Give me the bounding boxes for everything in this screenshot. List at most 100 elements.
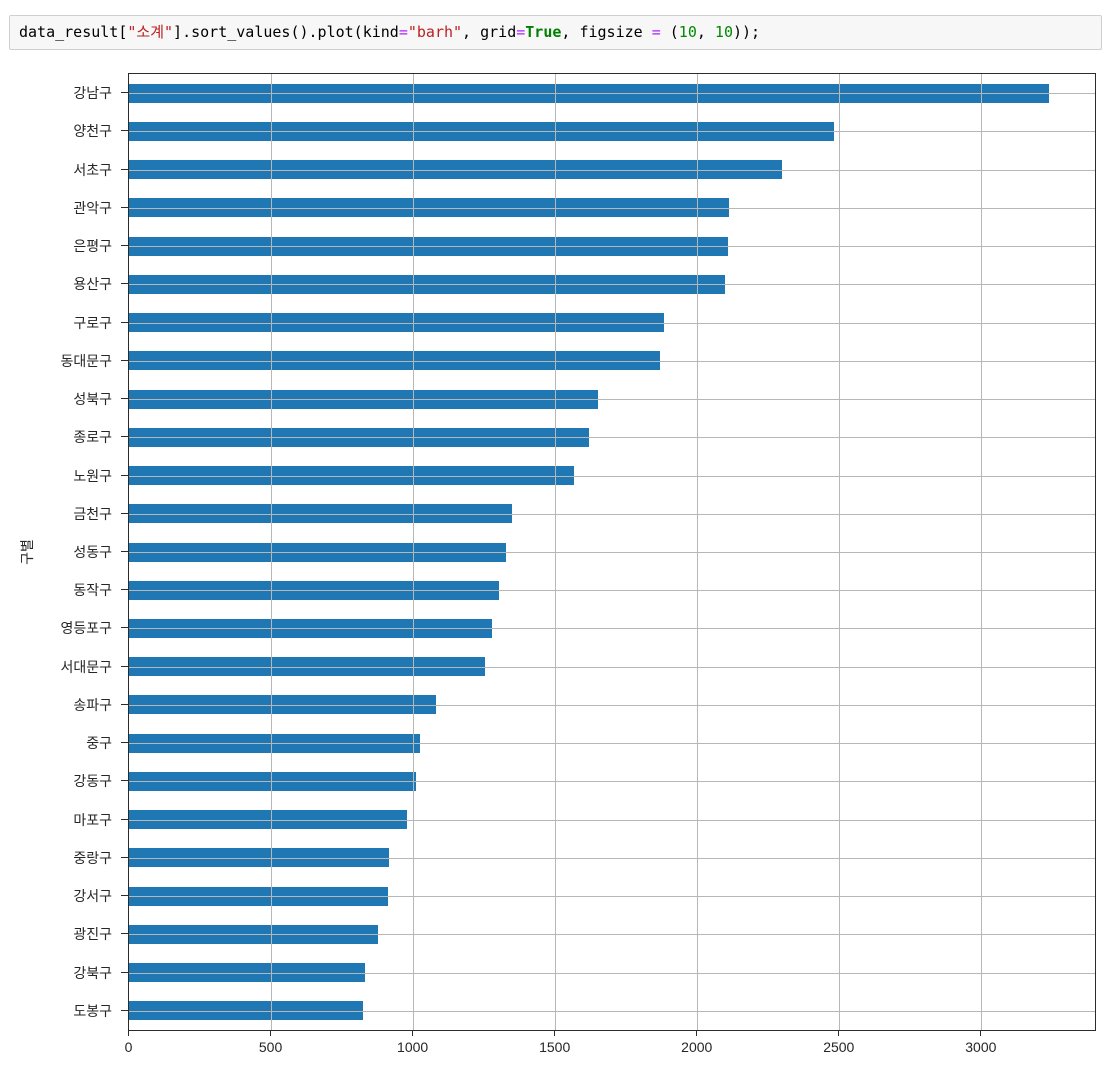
h-gridline	[129, 1010, 1095, 1012]
y-tick-mark	[121, 933, 128, 935]
y-tick-label: 광진구	[73, 926, 112, 943]
code-token: 10	[678, 23, 697, 41]
h-gridline	[129, 93, 1095, 95]
y-tick-mark	[121, 168, 128, 170]
y-tick-label: 용산구	[73, 276, 112, 293]
x-tick-mark	[412, 1030, 414, 1036]
x-tick-label: 2000	[681, 1039, 713, 1055]
x-tick-label: 1000	[397, 1039, 429, 1055]
x-tick-label: 2500	[823, 1039, 855, 1055]
y-tick-mark	[121, 398, 128, 400]
y-tick-label: 동작구	[73, 582, 112, 599]
y-tick-label: 구로구	[73, 314, 112, 331]
y-tick-label: 종로구	[73, 429, 112, 446]
code-token: data_result[	[19, 23, 128, 41]
y-tick-label: 강동구	[73, 773, 112, 790]
y-tick-label: 은평구	[73, 238, 112, 255]
y-tick-label: 송파구	[73, 696, 112, 713]
y-tick-mark	[121, 856, 128, 858]
y-tick-mark	[121, 321, 128, 323]
x-tick-mark	[980, 1030, 982, 1036]
x-tick-mark	[696, 1030, 698, 1036]
code-token: (	[660, 23, 679, 41]
y-tick-mark	[121, 359, 128, 361]
h-gridline	[129, 552, 1095, 553]
h-gridline	[129, 628, 1095, 630]
h-gridline	[129, 513, 1095, 515]
h-gridline	[129, 743, 1095, 745]
y-tick-mark	[121, 895, 128, 897]
y-tick-mark	[121, 742, 128, 744]
h-gridline	[129, 972, 1095, 974]
h-gridline	[129, 437, 1095, 439]
y-tick-label: 노원구	[73, 467, 112, 484]
code-cell[interactable]: data_result["소계"].sort_values().plot(kin…	[9, 15, 1102, 50]
y-tick-label: 양천구	[73, 123, 112, 140]
code-token: 10	[714, 23, 733, 41]
y-tick-label: 성동구	[73, 544, 112, 560]
code-token: =	[651, 23, 661, 41]
h-gridline	[129, 590, 1095, 592]
y-tick-label: 도봉구	[73, 1002, 112, 1019]
bar-chart-figure: 구별 강남구 양천구 서초구 관악구 은평구 용산구 구로구 동대문구 성북구 종로구 노원구 금천구…	[0, 60, 1111, 1067]
y-tick-mark	[121, 245, 128, 247]
y-axis: 강남구 양천구 서초구 관악구 은평구 용산구 구로구 동대문구 성북구 종로구 노원구 금천구 성동구…	[0, 73, 128, 1029]
y-tick-label: 마포구	[73, 811, 112, 828]
y-tick-label: 강남구	[73, 85, 112, 102]
y-tick-mark	[121, 474, 128, 476]
h-gridline	[129, 399, 1095, 401]
y-tick-mark	[121, 818, 128, 820]
y-tick-label: 중구	[86, 735, 112, 752]
x-tick-mark	[838, 1030, 840, 1036]
y-tick-mark	[121, 971, 128, 973]
code-token: ,	[696, 23, 715, 41]
x-tick-label: 1500	[539, 1039, 571, 1055]
h-gridline	[129, 169, 1095, 171]
y-tick-label: 동대문구	[60, 352, 112, 369]
y-tick-label: 서초구	[73, 161, 112, 178]
h-gridline	[129, 704, 1095, 706]
code-token: =	[516, 23, 526, 41]
y-tick-mark	[121, 703, 128, 705]
x-tick-label: 500	[258, 1039, 283, 1055]
y-tick-label: 중랑구	[73, 849, 112, 866]
h-gridline	[129, 207, 1095, 209]
code-text[interactable]: data_result["소계"].sort_values().plot(kin…	[19, 23, 1092, 42]
y-tick-mark	[121, 589, 128, 591]
x-tick-mark	[270, 1030, 272, 1036]
code-token: , grid	[462, 23, 517, 41]
h-gridline	[129, 246, 1095, 248]
y-tick-mark	[121, 780, 128, 782]
code-token: ));	[732, 23, 761, 41]
y-tick-label: 영등포구	[60, 620, 112, 637]
y-tick-label: 금천구	[73, 505, 112, 522]
y-tick-label: 서대문구	[60, 658, 112, 675]
code-token: "소계"	[127, 23, 174, 41]
x-tick-mark	[554, 1030, 556, 1036]
h-gridline	[129, 819, 1095, 821]
y-tick-label: 성북구	[73, 391, 112, 408]
h-gridline	[129, 322, 1095, 324]
y-tick-mark	[121, 551, 128, 552]
y-tick-label: 강북구	[73, 964, 112, 981]
code-token: "barh"	[407, 23, 463, 41]
code-token: , figsize	[561, 23, 652, 41]
h-gridline	[129, 781, 1095, 783]
x-tick-label: 3000	[965, 1039, 997, 1055]
x-tick-label: 0	[124, 1039, 133, 1055]
y-tick-mark	[121, 283, 128, 285]
y-tick-mark	[121, 436, 128, 438]
x-axis: 0 500 1000 1500 2000 2500 3000	[124, 1030, 1096, 1064]
h-gridline	[129, 857, 1095, 859]
y-tick-mark	[121, 665, 128, 667]
h-gridline	[129, 896, 1095, 898]
h-gridline	[129, 284, 1095, 286]
y-tick-mark	[121, 130, 128, 132]
h-gridline	[129, 934, 1095, 936]
x-tick-mark	[128, 1030, 129, 1036]
y-tick-mark	[121, 206, 128, 208]
y-tick-mark	[121, 1009, 128, 1011]
h-gridline	[129, 475, 1095, 477]
h-gridline	[129, 360, 1095, 362]
code-token: True	[525, 23, 562, 41]
